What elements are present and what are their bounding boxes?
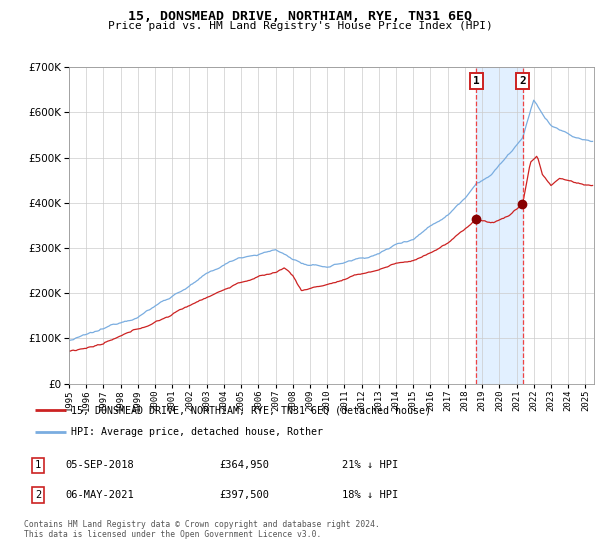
Text: £397,500: £397,500 bbox=[220, 490, 269, 500]
Text: 2: 2 bbox=[519, 76, 526, 86]
Text: HPI: Average price, detached house, Rother: HPI: Average price, detached house, Roth… bbox=[71, 427, 323, 437]
Text: 1: 1 bbox=[473, 76, 480, 86]
Text: 1: 1 bbox=[35, 460, 41, 470]
Text: 06-MAY-2021: 06-MAY-2021 bbox=[66, 490, 134, 500]
Text: £364,950: £364,950 bbox=[220, 460, 269, 470]
Text: Price paid vs. HM Land Registry's House Price Index (HPI): Price paid vs. HM Land Registry's House … bbox=[107, 21, 493, 31]
Bar bbox=[476, 67, 523, 384]
Text: 15, DONSMEAD DRIVE, NORTHIAM, RYE, TN31 6EQ: 15, DONSMEAD DRIVE, NORTHIAM, RYE, TN31 … bbox=[128, 10, 472, 23]
Text: 05-SEP-2018: 05-SEP-2018 bbox=[66, 460, 134, 470]
Text: 15, DONSMEAD DRIVE, NORTHIAM, RYE, TN31 6EQ (detached house): 15, DONSMEAD DRIVE, NORTHIAM, RYE, TN31 … bbox=[71, 405, 431, 416]
Text: 21% ↓ HPI: 21% ↓ HPI bbox=[342, 460, 398, 470]
Text: 2: 2 bbox=[35, 490, 41, 500]
Text: Contains HM Land Registry data © Crown copyright and database right 2024.
This d: Contains HM Land Registry data © Crown c… bbox=[24, 520, 380, 539]
Text: 18% ↓ HPI: 18% ↓ HPI bbox=[342, 490, 398, 500]
